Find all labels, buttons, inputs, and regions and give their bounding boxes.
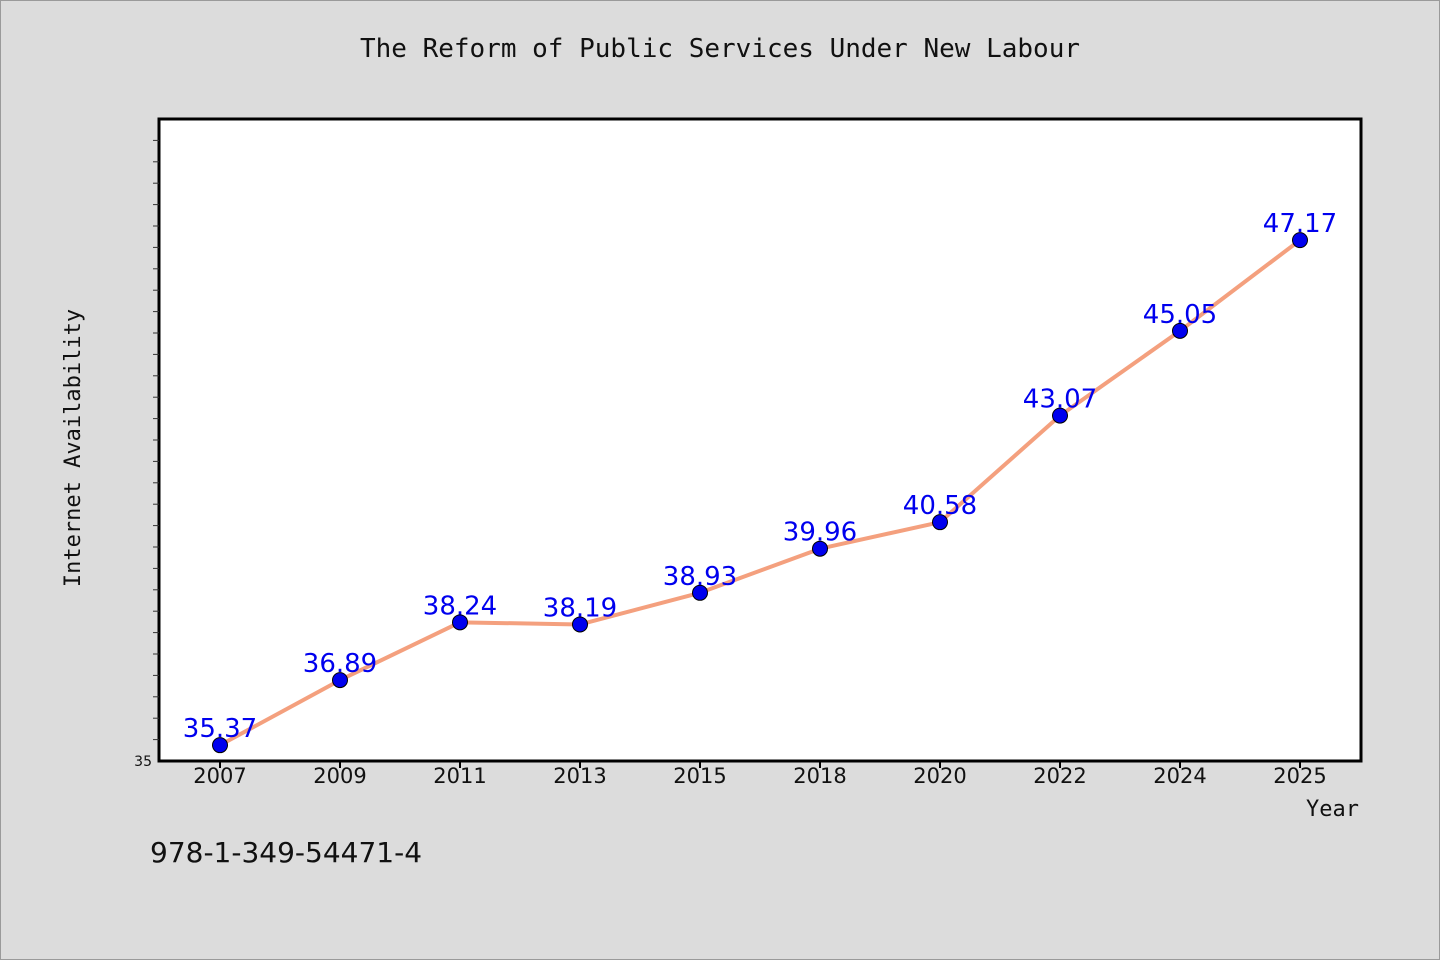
x-tick-label: 2011 <box>433 764 486 788</box>
data-label: 38.93 <box>663 562 737 592</box>
x-tick-label: 2024 <box>1153 764 1206 788</box>
chart-title: The Reform of Public Services Under New … <box>359 34 1081 64</box>
data-label: 38.19 <box>543 593 617 623</box>
data-labels: 35.37 36.89 38.24 38.19 38.93 39.96 40.58 43.07… <box>183 209 1337 744</box>
data-point <box>1172 322 1188 339</box>
y-axis-label: Internet Availability <box>61 309 86 587</box>
y-axis-ticks <box>153 139 159 741</box>
plot-area <box>157 117 1363 763</box>
x-tick-label: 2009 <box>313 764 366 788</box>
x-tick-label: 2015 <box>673 764 726 788</box>
data-label: 40.58 <box>903 491 977 521</box>
data-point <box>1292 232 1308 249</box>
data-point <box>932 514 948 531</box>
data-label: 45.05 <box>1143 300 1217 330</box>
series-line <box>219 238 1302 747</box>
data-point <box>332 672 348 689</box>
data-label: 38.24 <box>423 591 497 621</box>
x-tick-label: 2025 <box>1273 764 1326 788</box>
data-label: 35.37 <box>183 714 257 744</box>
x-tick-label: 2020 <box>913 764 966 788</box>
x-axis-label: Year <box>1306 797 1359 822</box>
isbn-text: 978-1-349-54471-4 <box>150 836 423 869</box>
data-label: 39.96 <box>783 518 857 548</box>
series-line-path <box>219 238 1302 747</box>
data-label: 43.07 <box>1023 385 1097 415</box>
data-label: 47.17 <box>1263 209 1337 239</box>
x-tick-label: 2007 <box>193 764 246 788</box>
data-point <box>212 737 228 754</box>
data-point <box>1052 407 1068 424</box>
y-tick-label: 35 <box>134 754 152 770</box>
x-tick-label: 2022 <box>1033 764 1086 788</box>
x-tick-label: 2013 <box>553 764 606 788</box>
x-tick-label: 2018 <box>793 764 846 788</box>
data-points <box>212 232 1308 754</box>
data-point <box>572 616 588 633</box>
data-point <box>452 614 468 631</box>
x-axis-ticks: 2007 2009 2011 2013 2015 2018 2020 2022 2024 2025 <box>193 761 1327 788</box>
data-label: 36.89 <box>303 649 377 679</box>
data-point <box>812 540 828 557</box>
data-point <box>692 584 708 601</box>
